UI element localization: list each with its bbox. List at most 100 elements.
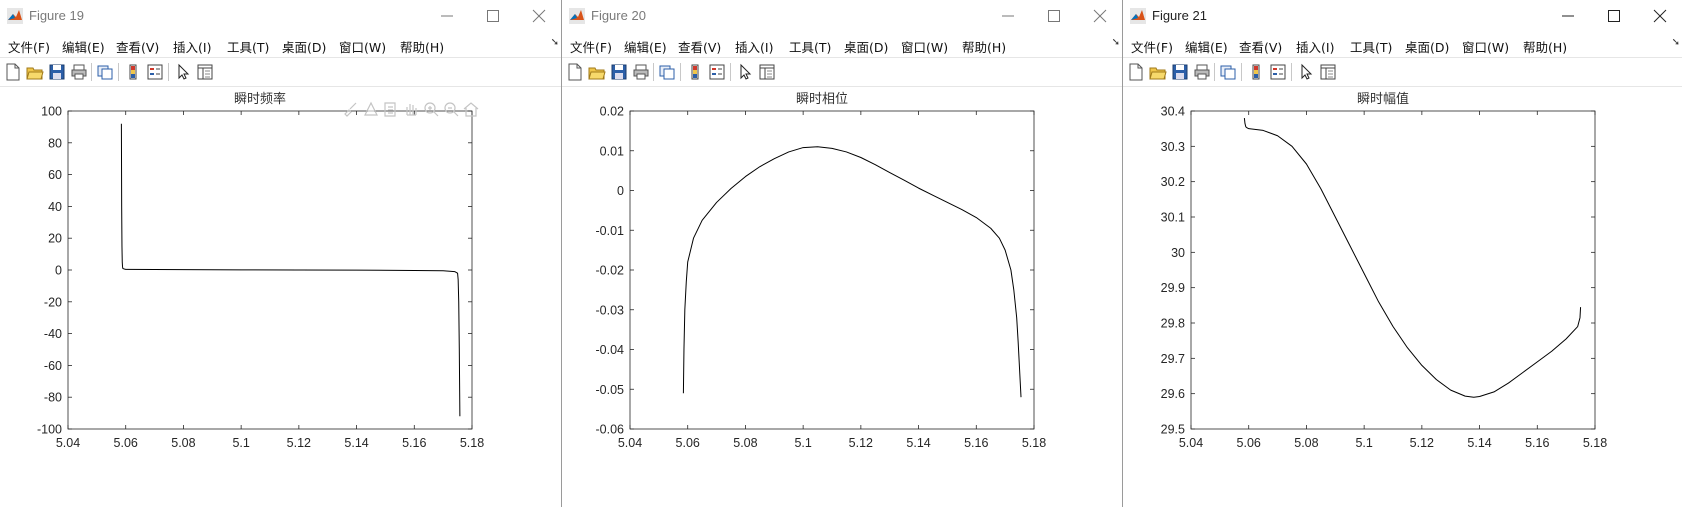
open-file-icon[interactable] [588, 63, 606, 81]
axes-title: 瞬时频率 [234, 91, 286, 106]
title-bar[interactable]: Figure 19 [0, 0, 561, 33]
save-icon[interactable] [1171, 63, 1189, 81]
menu-file[interactable]: 文件(F) [1131, 40, 1173, 55]
menu-help[interactable]: 帮助(H) [1523, 40, 1568, 55]
minimize-button[interactable] [427, 4, 467, 28]
close-button[interactable] [1640, 4, 1680, 28]
double-chevron-icon[interactable]: ➘ [1671, 37, 1680, 48]
toolbar-separator [680, 63, 681, 81]
maximize-button[interactable] [473, 4, 513, 28]
save-icon[interactable] [48, 63, 66, 81]
axes-plot[interactable]: 瞬时相位 5.04 5.06 5.08 5.1 5.12 5.14 5.16 5.18 0.02 0… [562, 86, 1122, 507]
print-icon[interactable] [1193, 63, 1211, 81]
menu-tools[interactable]: 工具(T) [1350, 40, 1393, 55]
minimize-icon [1562, 15, 1574, 17]
double-chevron-icon[interactable]: ➘ [550, 37, 559, 48]
y-tick-label: -100 [37, 423, 62, 437]
axes-plot[interactable]: 瞬时幅值 5.04 5.06 5.08 5.1 5.12 5.14 5.16 5.18 30.4 3… [1123, 86, 1682, 507]
x-tick-label: 5.1 [1355, 436, 1372, 450]
menu-edit[interactable]: 编辑(E) [624, 40, 667, 55]
maximize-icon [1048, 10, 1060, 22]
x-tick-label: 5.1 [232, 436, 249, 450]
y-tick-label: -80 [44, 391, 62, 405]
new-figure-icon[interactable] [1127, 63, 1145, 81]
menu-view[interactable]: 查看(V) [678, 40, 722, 55]
y-tick-label: 0 [55, 264, 62, 278]
y-tick-label: 30 [1171, 246, 1185, 260]
link-plot-icon[interactable] [658, 63, 676, 81]
maximize-button[interactable] [1034, 4, 1074, 28]
home-icon[interactable] [462, 100, 480, 118]
x-tick-label: 5.12 [1410, 436, 1434, 450]
close-button[interactable] [1080, 4, 1120, 28]
pan-hand-icon[interactable] [402, 100, 420, 118]
menu-file[interactable]: 文件(F) [570, 40, 612, 55]
axes-plot[interactable]: 瞬时频率 5.04 5.06 5.08 5.1 5.12 5.14 5.16 5.18 100 80… [0, 86, 561, 507]
data-tips-icon[interactable] [362, 100, 380, 118]
insert-legend-icon[interactable] [708, 63, 726, 81]
menu-tools[interactable]: 工具(T) [789, 40, 832, 55]
minimize-icon [441, 15, 453, 17]
zoom-in-icon[interactable] [422, 100, 440, 118]
menu-view[interactable]: 查看(V) [116, 40, 160, 55]
property-inspector-icon[interactable] [758, 63, 776, 81]
toolbar-separator [91, 63, 92, 81]
brush-icon[interactable] [342, 100, 360, 118]
close-icon [532, 9, 546, 23]
menu-window[interactable]: 窗口(W) [339, 40, 387, 55]
insert-legend-icon[interactable] [1269, 63, 1287, 81]
y-tick-label: -0.01 [596, 224, 625, 238]
menu-tools[interactable]: 工具(T) [227, 40, 270, 55]
edit-plot-arrow-icon[interactable] [1297, 63, 1315, 81]
menu-window[interactable]: 窗口(W) [901, 40, 949, 55]
x-tick-label: 5.12 [287, 436, 311, 450]
title-bar[interactable]: Figure 21 [1123, 0, 1682, 33]
property-inspector-icon[interactable] [196, 63, 214, 81]
menu-insert[interactable]: 插入(I) [1296, 40, 1335, 55]
insert-colorbar-icon[interactable] [686, 63, 704, 81]
link-plot-icon[interactable] [1219, 63, 1237, 81]
open-file-icon[interactable] [26, 63, 44, 81]
menu-edit[interactable]: 编辑(E) [62, 40, 105, 55]
insert-legend-icon[interactable] [146, 63, 164, 81]
x-tick-label: 5.06 [1237, 436, 1261, 450]
menu-edit[interactable]: 编辑(E) [1185, 40, 1228, 55]
toolbar-separator [1291, 63, 1292, 81]
save-icon[interactable] [610, 63, 628, 81]
new-figure-icon[interactable] [566, 63, 584, 81]
new-figure-icon[interactable] [4, 63, 22, 81]
maximize-button[interactable] [1594, 4, 1634, 28]
edit-plot-arrow-icon[interactable] [736, 63, 754, 81]
close-button[interactable] [519, 4, 559, 28]
menu-insert[interactable]: 插入(I) [735, 40, 774, 55]
menu-desktop[interactable]: 桌面(D) [844, 40, 889, 55]
y-tick-label: -0.05 [596, 383, 625, 397]
menu-help[interactable]: 帮助(H) [400, 40, 445, 55]
minimize-button[interactable] [988, 4, 1028, 28]
export-icon[interactable] [382, 100, 400, 118]
print-icon[interactable] [70, 63, 88, 81]
zoom-out-icon[interactable] [442, 100, 460, 118]
menu-window[interactable]: 窗口(W) [1462, 40, 1510, 55]
menu-insert[interactable]: 插入(I) [173, 40, 212, 55]
maximize-icon [1608, 10, 1620, 22]
menu-view[interactable]: 查看(V) [1239, 40, 1283, 55]
insert-colorbar-icon[interactable] [124, 63, 142, 81]
print-icon[interactable] [632, 63, 650, 81]
insert-colorbar-icon[interactable] [1247, 63, 1265, 81]
property-inspector-icon[interactable] [1319, 63, 1337, 81]
x-tick-label: 5.08 [171, 436, 195, 450]
y-tick-label: -0.04 [596, 343, 625, 357]
link-plot-icon[interactable] [96, 63, 114, 81]
menu-desktop[interactable]: 桌面(D) [282, 40, 327, 55]
menu-help[interactable]: 帮助(H) [962, 40, 1007, 55]
edit-plot-arrow-icon[interactable] [174, 63, 192, 81]
menu-desktop[interactable]: 桌面(D) [1405, 40, 1450, 55]
x-tick-label: 5.06 [114, 436, 138, 450]
open-file-icon[interactable] [1149, 63, 1167, 81]
menu-file[interactable]: 文件(F) [8, 40, 50, 55]
double-chevron-icon[interactable]: ➘ [1111, 37, 1120, 48]
minimize-button[interactable] [1548, 4, 1588, 28]
x-tick-label: 5.1 [794, 436, 811, 450]
title-bar[interactable]: Figure 20 [562, 0, 1122, 33]
